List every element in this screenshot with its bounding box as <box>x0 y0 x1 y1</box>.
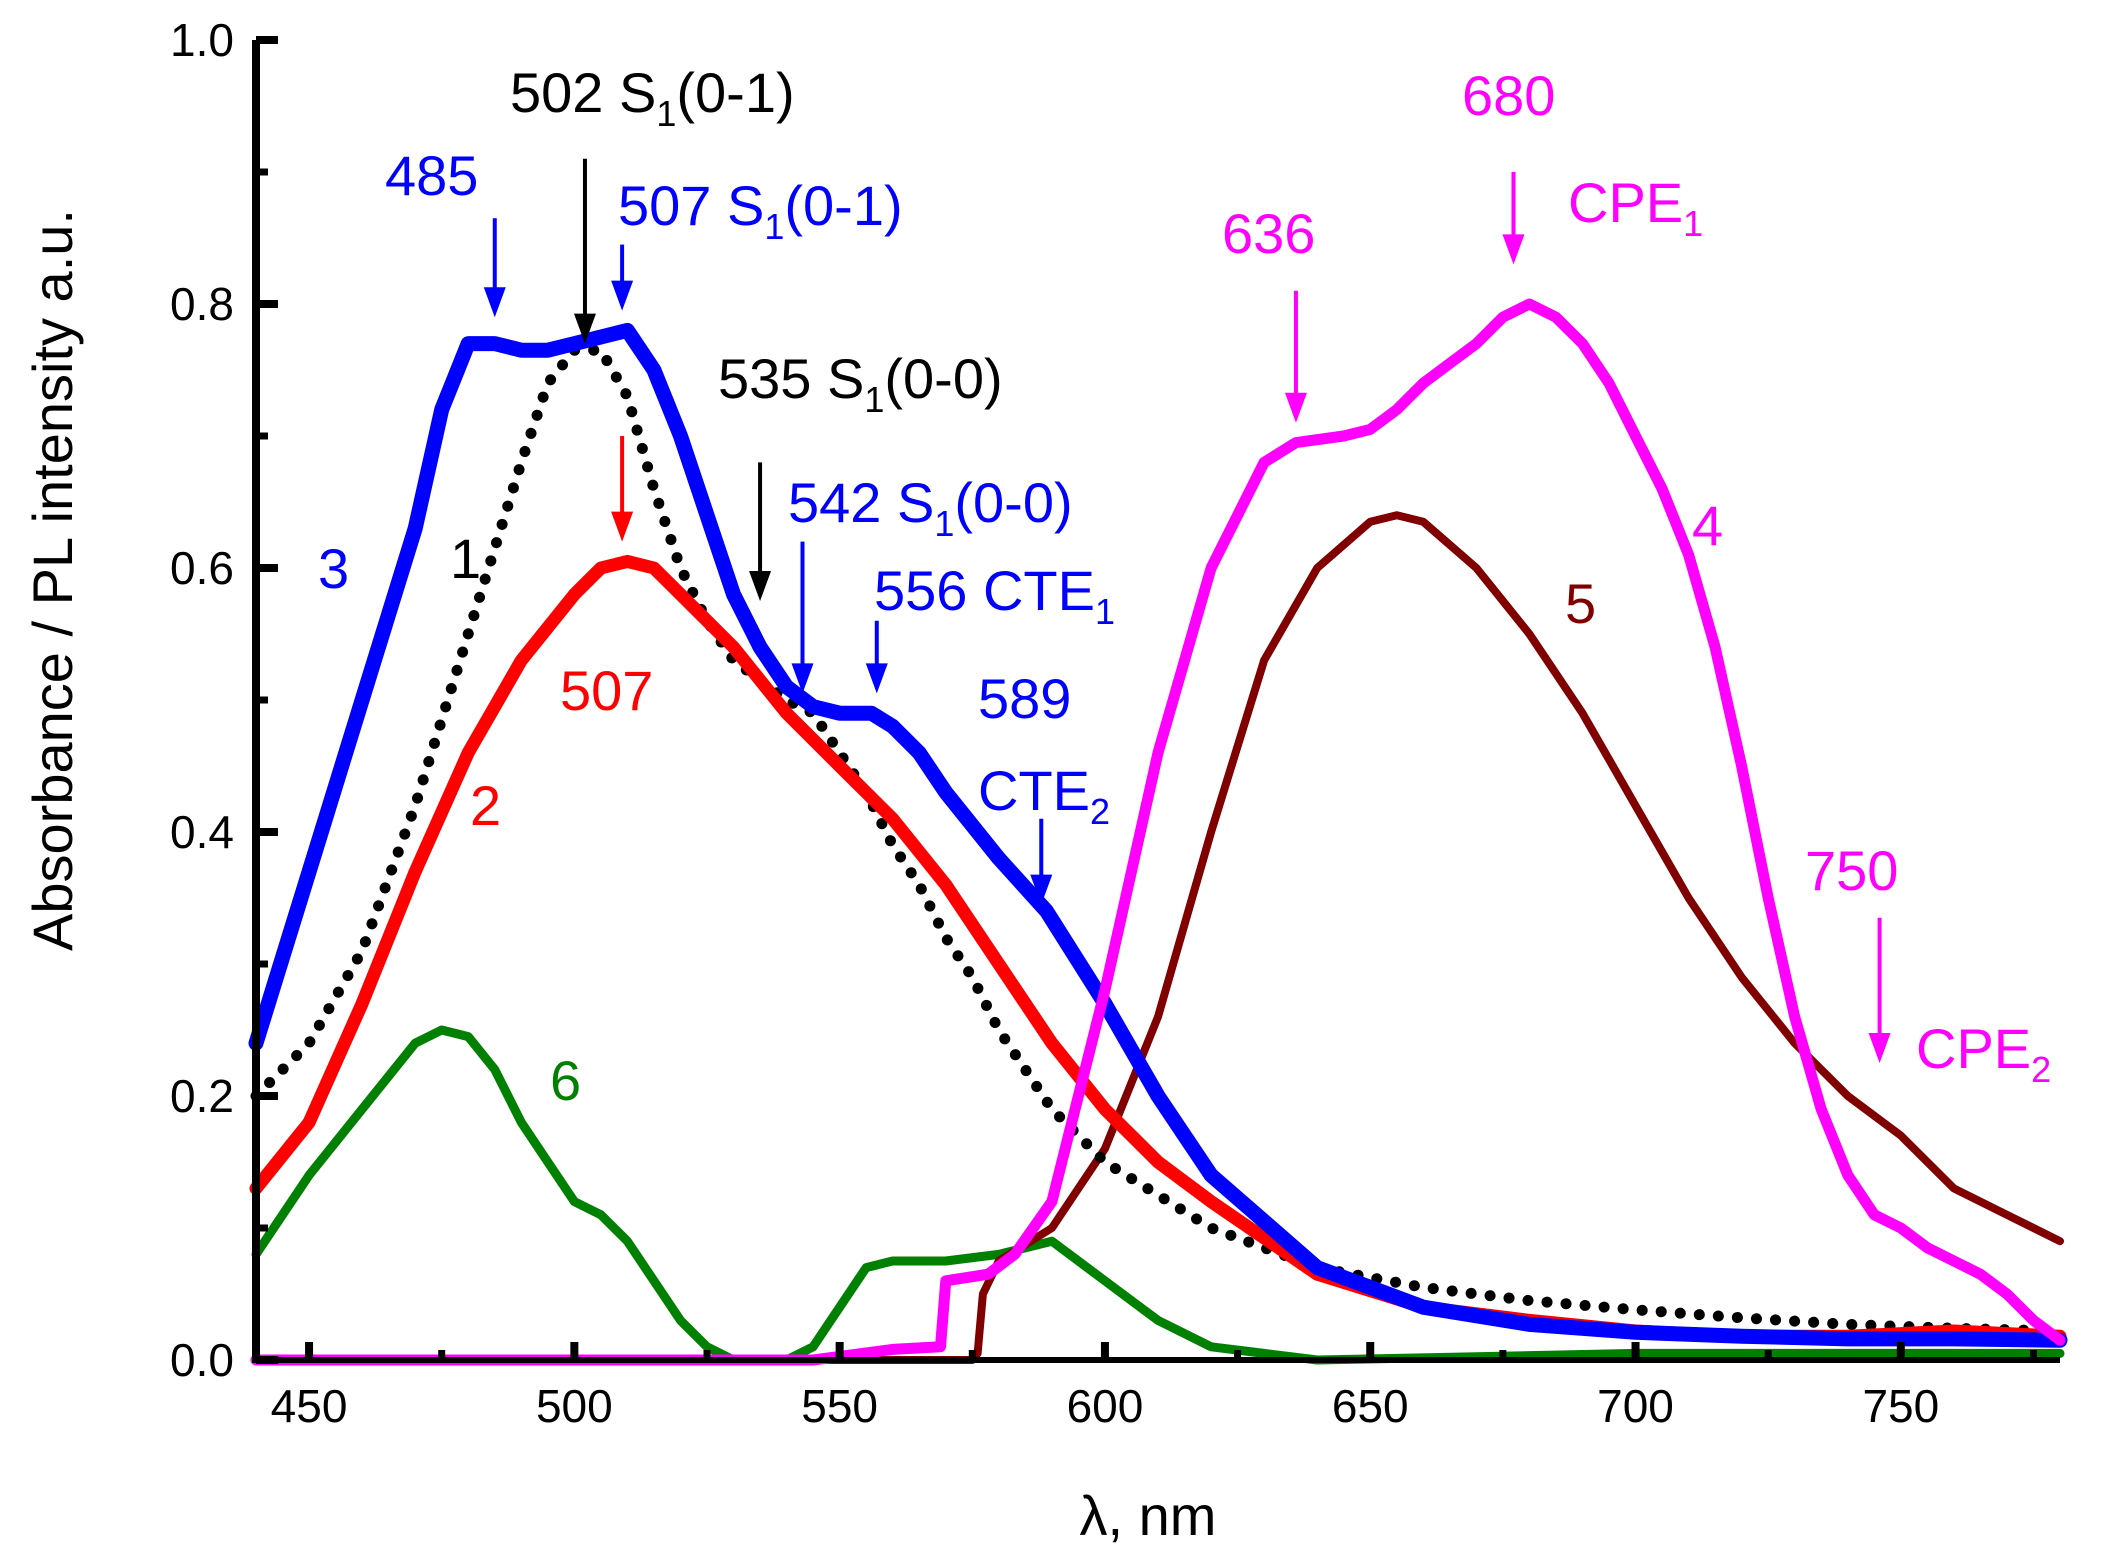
x-tick-label: 700 <box>1597 1380 1674 1432</box>
annotation-label: CTE2 <box>978 759 1110 832</box>
y-tick-label: 0.8 <box>170 278 234 330</box>
series-3-line <box>248 322 2068 1348</box>
annotation-label: 2 <box>470 774 501 837</box>
series-2-line <box>249 554 2067 1343</box>
annotation-main-text: 2 <box>470 774 501 837</box>
annotation-main-text: 4 <box>1692 494 1723 557</box>
series-4-line <box>250 298 2066 1366</box>
annotation-arrow <box>611 244 634 311</box>
annotation-tail-text: (0-1) <box>676 61 794 124</box>
annotation-subscript: 1 <box>656 93 676 134</box>
annotation-arrow <box>1868 917 1891 1063</box>
annotation-label: 1 <box>450 527 481 590</box>
annotation-subscript: 1 <box>764 206 784 247</box>
annotation-arrow <box>749 462 772 601</box>
annotation-label: 3 <box>318 537 349 600</box>
annotation-label: 6 <box>550 1049 581 1112</box>
y-tick-label: 0.4 <box>170 806 234 858</box>
x-tick-label: 450 <box>271 1380 348 1432</box>
annotation-arrow <box>483 218 506 318</box>
annotation-main-text: CTE <box>978 759 1090 822</box>
annotation-label: 507 S1(0-1) <box>618 174 903 247</box>
annotation-tail-text: (0-0) <box>884 347 1002 410</box>
annotation-main-text: 3 <box>318 537 349 600</box>
annotation-main-text: 542 S <box>788 471 934 534</box>
annotation-label: 535 S1(0-0) <box>718 347 1003 420</box>
series-6-line <box>251 1025 2065 1365</box>
annotation-main-text: CPE <box>1568 171 1683 234</box>
annotation-arrow <box>573 158 596 344</box>
annotation-arrow <box>865 620 888 694</box>
annotation-label: 589 <box>978 667 1071 730</box>
annotation-main-text: 502 S <box>510 61 656 124</box>
annotation-labels: 502 S1(0-1)485 507 S1(0-1)535 S1(0-0)542 … <box>318 61 2051 1112</box>
annotation-label: 507 <box>560 659 653 722</box>
annotation-label: 5 <box>1565 572 1596 635</box>
annotation-main-text: 6 <box>550 1049 581 1112</box>
annotation-main-text: CPE <box>1916 1017 2031 1080</box>
series-1-line <box>250 344 2066 1337</box>
annotation-arrow <box>791 541 814 694</box>
annotation-label: 542 S1(0-0) <box>788 471 1073 544</box>
x-tick-label: 550 <box>801 1380 878 1432</box>
annotation-main-text: 680 <box>1462 64 1555 127</box>
annotation-main-text: 535 S <box>718 347 864 410</box>
annotation-subscript: 1 <box>1683 203 1703 244</box>
annotation-main-text: 589 <box>978 667 1071 730</box>
annotation-subscript: 1 <box>864 379 884 420</box>
annotation-label: 680 <box>1462 64 1555 127</box>
annotation-label: 485 <box>385 144 478 207</box>
y-tick-label: 1.0 <box>170 14 234 66</box>
annotation-tail-text: (0-1) <box>784 174 902 237</box>
y-tick-label: 0.0 <box>170 1334 234 1386</box>
y-axis-title: Absorbance / PL intensity a.u. <box>21 209 84 951</box>
y-tick-label: 0.6 <box>170 542 234 594</box>
annotation-arrows <box>483 158 1891 1063</box>
annotation-subscript: 1 <box>1095 591 1115 632</box>
annotation-main-text: 507 <box>560 659 653 722</box>
axes: 0.0 0.2 0.4 0.6 0.8 1.0 450 500 550 600 650 700 750 <box>170 14 2060 1432</box>
x-tick-label: 650 <box>1332 1380 1409 1432</box>
annotation-arrow <box>1030 818 1053 905</box>
annotation-label: 750 <box>1805 839 1898 902</box>
annotation-label: 556 CTE1 <box>874 559 1115 632</box>
annotation-arrow <box>1502 172 1525 265</box>
annotation-main-text: 5 <box>1565 572 1596 635</box>
annotation-subscript: 1 <box>934 503 954 544</box>
annotation-label: 636 <box>1222 202 1315 265</box>
annotation-subscript: 2 <box>2031 1049 2051 1090</box>
annotation-arrow <box>611 436 634 542</box>
annotation-tail-text: (0-0) <box>954 471 1072 534</box>
annotation-label: CPE1 <box>1568 171 1703 244</box>
annotation-arrow <box>1284 290 1307 423</box>
x-tick-label: 750 <box>1862 1380 1939 1432</box>
annotation-main-text: 636 <box>1222 202 1315 265</box>
y-tick-label: 0.2 <box>170 1070 234 1122</box>
series-5-line <box>252 511 2064 1364</box>
annotation-main-text: 507 S <box>618 174 764 237</box>
series-curves <box>248 298 2068 1366</box>
x-axis-title: λ, nm <box>1080 1484 1217 1547</box>
annotation-main-text: 1 <box>450 527 481 590</box>
annotation-main-text: 556 CTE <box>874 559 1095 622</box>
annotation-main-text: 485 <box>385 144 478 207</box>
annotation-subscript: 2 <box>1090 791 1110 832</box>
x-tick-label: 500 <box>536 1380 613 1432</box>
annotation-label: 502 S1(0-1) <box>510 61 795 134</box>
x-tick-label: 600 <box>1067 1380 1144 1432</box>
annotation-label: CPE2 <box>1916 1017 2051 1090</box>
annotation-label: 4 <box>1692 494 1723 557</box>
annotation-main-text: 750 <box>1805 839 1898 902</box>
